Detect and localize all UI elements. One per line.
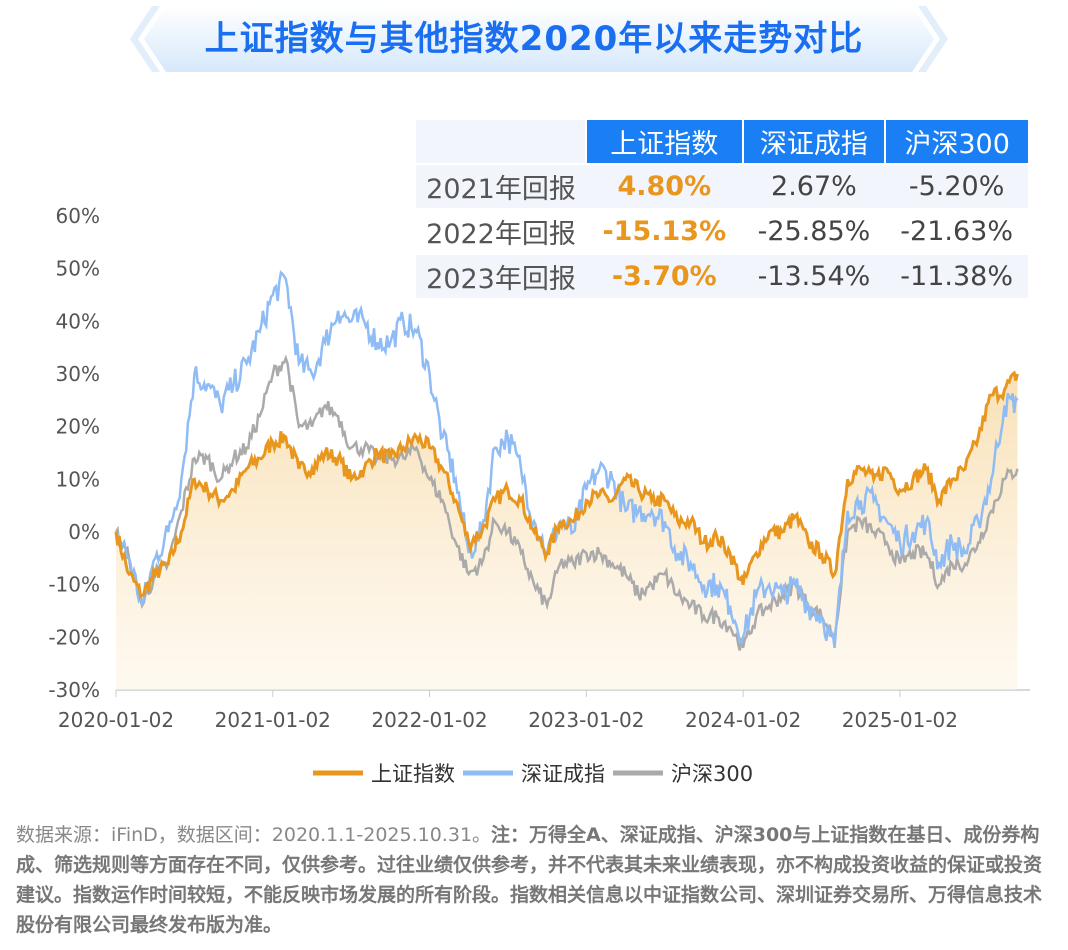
table-row: 2023年回报 -3.70% -13.54% -11.38% bbox=[416, 253, 1028, 298]
returns-table: 上证指数 深证成指 沪深300 2021年回报 4.80% 2.67% -5.20% … bbox=[416, 120, 1028, 298]
y-tick-label: 60% bbox=[56, 204, 100, 228]
disclaimer: 注：万得全A、深证成指、沪深300与上证指数在基日、成份券构成、筛选规则等方面存… bbox=[16, 824, 1043, 936]
x-tick-label: 2024-01-02 bbox=[685, 708, 801, 732]
table-corner bbox=[416, 120, 586, 164]
cell: 2.67% bbox=[742, 163, 886, 209]
legend-label: 沪深300 bbox=[671, 762, 753, 786]
row-label: 2021年回报 bbox=[416, 163, 586, 209]
data-source: 数据来源：iFinD，数据区间：2020.1.1-2025.10.31。 bbox=[16, 824, 492, 846]
x-tick-label: 2022-01-02 bbox=[371, 708, 487, 732]
chart-title: 上证指数与其他指数2020年以来走势对比 bbox=[204, 19, 864, 59]
y-tick-label: -30% bbox=[48, 678, 100, 702]
table-row: 2021年回报 4.80% 2.67% -5.20% bbox=[416, 163, 1028, 209]
x-tick-label: 2025-01-02 bbox=[842, 708, 958, 732]
cell: 4.80% bbox=[586, 163, 743, 209]
title-banner bbox=[130, 6, 948, 72]
cell: -13.54% bbox=[742, 253, 886, 298]
y-tick-label: 10% bbox=[56, 467, 100, 491]
y-tick-label: -20% bbox=[48, 625, 100, 649]
series-line-沪深300 bbox=[114, 354, 1019, 651]
cell: -3.70% bbox=[586, 253, 743, 298]
cell: -15.13% bbox=[586, 208, 743, 254]
y-tick-label: 50% bbox=[56, 257, 100, 281]
footnote: 数据来源：iFinD，数据区间：2020.1.1-2025.10.31。注：万得… bbox=[16, 820, 1056, 940]
y-tick-label: -10% bbox=[48, 573, 100, 597]
row-label: 2022年回报 bbox=[416, 208, 586, 254]
line-chart: -30% -20% -10% 0% 10% 20% 30% 40% 50% 60% 2020-01-… bbox=[48, 204, 1030, 786]
y-tick-label: 40% bbox=[56, 309, 100, 333]
area-fill-上证指数 bbox=[116, 372, 1018, 690]
row-label: 2023年回报 bbox=[416, 253, 586, 298]
y-tick-label: 0% bbox=[68, 520, 100, 544]
legend-label: 深证成指 bbox=[521, 762, 605, 786]
table-header: 沪深300 bbox=[884, 120, 1028, 164]
x-tick-label: 2023-01-02 bbox=[528, 708, 644, 732]
cell: -21.63% bbox=[885, 208, 1028, 254]
table-header: 深证成指 bbox=[741, 120, 886, 164]
y-tick-label: 30% bbox=[56, 362, 100, 386]
cell: -5.20% bbox=[885, 163, 1028, 209]
series-line-上证指数 bbox=[114, 370, 1019, 600]
x-tick-label: 2021-01-02 bbox=[215, 708, 331, 732]
table-row: 2022年回报 -15.13% -25.85% -21.63% bbox=[416, 208, 1028, 254]
cell: -25.85% bbox=[742, 208, 886, 254]
legend-label: 上证指数 bbox=[371, 762, 455, 786]
x-tick-label: 2020-01-02 bbox=[58, 708, 174, 732]
table-header: 上证指数 bbox=[585, 120, 743, 164]
cell: -11.38% bbox=[885, 253, 1028, 298]
y-tick-label: 20% bbox=[56, 415, 100, 439]
